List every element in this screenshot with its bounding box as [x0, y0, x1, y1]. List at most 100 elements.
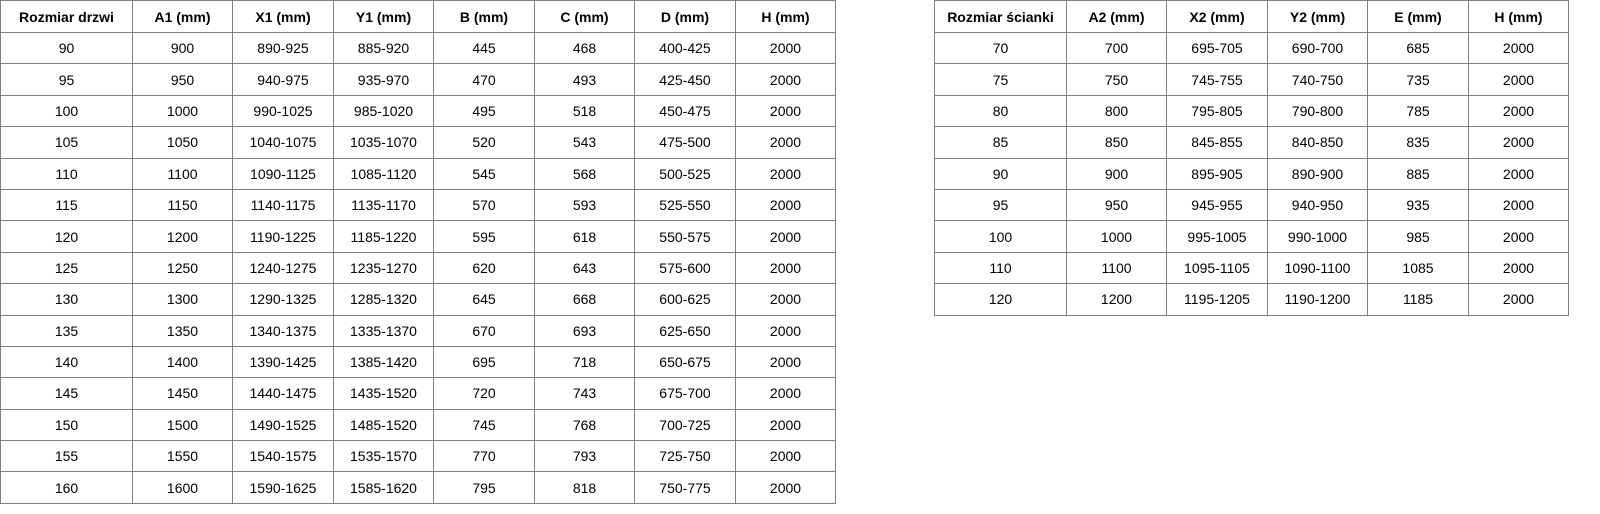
column-header: Y1 (mm)	[333, 0, 434, 33]
table-cell: 1000	[1066, 220, 1167, 253]
table-cell: 818	[534, 471, 635, 504]
table-cell: 1050	[132, 126, 233, 159]
table-cell: 70	[934, 31, 1067, 65]
table-cell: 595	[433, 220, 535, 253]
table-cell: 835	[1367, 126, 1469, 159]
column-header: B (mm)	[433, 0, 535, 33]
table-cell: 935-970	[333, 63, 434, 96]
table-cell: 1590-1625	[232, 471, 334, 504]
header-row: Rozmiar drzwi A1 (mm) X1 (mm) Y1 (mm) B (mm)…	[0, 0, 836, 33]
table-cell: 750	[1066, 63, 1167, 96]
table-cell: 1390-1425	[232, 345, 334, 379]
table-cell: 1490-1525	[232, 408, 334, 442]
table-row: 150 1500 1490-1525 1485-1520 745 768 700-725 20…	[0, 408, 836, 442]
table-cell: 720	[433, 377, 535, 410]
table-cell: 110	[0, 157, 133, 190]
table-cell: 545	[433, 157, 535, 190]
table-cell: 1190-1225	[232, 220, 334, 253]
table-row: 90 900 895-905 890-900 885 2000	[934, 157, 1569, 190]
table-cell: 1095-1105	[1166, 251, 1268, 285]
table-cell: 850	[1066, 126, 1167, 159]
table-cell: 620	[433, 251, 535, 285]
table-cell: 90	[934, 157, 1067, 190]
table-cell: 800	[1066, 94, 1167, 128]
table-cell: 950	[132, 63, 233, 96]
table-cell: 693	[534, 314, 635, 347]
table-cell: 743	[534, 377, 635, 410]
table-row: 110 1100 1095-1105 1090-1100 1085 2000	[934, 251, 1569, 285]
table-cell: 75	[934, 63, 1067, 96]
table-cell: 125	[0, 251, 133, 285]
table-cell: 885-920	[333, 31, 434, 65]
table-cell: 1040-1075	[232, 126, 334, 159]
table-cell: 90	[0, 31, 133, 65]
table-cell: 2000	[735, 188, 836, 222]
table-cell: 100	[934, 220, 1067, 253]
table-row: 100 1000 995-1005 990-1000 985 2000	[934, 220, 1569, 253]
table-cell: 1085	[1367, 251, 1469, 285]
table-cell: 2000	[1468, 126, 1569, 159]
table-cell: 2000	[735, 440, 836, 473]
table-cell: 2000	[1468, 31, 1569, 65]
table-cell: 120	[934, 283, 1067, 316]
table-row: 160 1600 1590-1625 1585-1620 795 818 750-775 20…	[0, 471, 836, 504]
table-cell: 745	[433, 408, 535, 442]
table-cell: 2000	[1468, 251, 1569, 285]
table-cell: 1290-1325	[232, 283, 334, 316]
table-cell: 1185-1220	[333, 220, 434, 253]
table-cell: 2000	[735, 126, 836, 159]
table-row: 120 1200 1195-1205 1190-1200 1185 2000	[934, 283, 1569, 316]
table-cell: 2000	[735, 251, 836, 285]
table-cell: 600-625	[634, 283, 736, 316]
table-cell: 845-855	[1166, 126, 1268, 159]
table-cell: 2000	[1468, 157, 1569, 190]
table-cell: 700	[1066, 31, 1167, 65]
table-cell: 645	[433, 283, 535, 316]
table-cell: 470	[433, 63, 535, 96]
table-cell: 1200	[132, 220, 233, 253]
table-cell: 1535-1570	[333, 440, 434, 473]
table-cell: 2000	[735, 377, 836, 410]
table-cell: 890-900	[1267, 157, 1368, 190]
table-cell: 80	[934, 94, 1067, 128]
table-cell: 2000	[1468, 63, 1569, 96]
table-row: 70 700 695-705 690-700 685 2000	[934, 31, 1569, 65]
table-cell: 885	[1367, 157, 1469, 190]
table-cell: 2000	[735, 220, 836, 253]
table-cell: 1435-1520	[333, 377, 434, 410]
wall-dimensions-table: Rozmiar ścianki A2 (mm) X2 (mm) Y2 (mm) E (m…	[934, 0, 1569, 316]
table-cell: 105	[0, 126, 133, 159]
table-cell: 500-525	[634, 157, 736, 190]
table-cell: 945-955	[1166, 188, 1268, 222]
table-cell: 768	[534, 408, 635, 442]
table-cell: 1090-1125	[232, 157, 334, 190]
table-cell: 1150	[132, 188, 233, 222]
column-header: H (mm)	[735, 0, 836, 33]
table-cell: 2000	[1468, 94, 1569, 128]
table-cell: 2000	[735, 471, 836, 504]
table-cell: 95	[934, 188, 1067, 222]
table-cell: 425-450	[634, 63, 736, 96]
column-header: C (mm)	[534, 0, 635, 33]
table-cell: 718	[534, 345, 635, 379]
table-cell: 770	[433, 440, 535, 473]
table-cell: 725-750	[634, 440, 736, 473]
table-row: 90 900 890-925 885-920 445 468 400-425 2000	[0, 31, 836, 65]
table-cell: 2000	[1468, 188, 1569, 222]
table-cell: 2000	[735, 94, 836, 128]
column-header: Y2 (mm)	[1267, 0, 1368, 33]
table-row: 155 1550 1540-1575 1535-1570 770 793 725-750 20…	[0, 440, 836, 473]
table-cell: 1190-1200	[1267, 283, 1368, 316]
column-header: X2 (mm)	[1166, 0, 1268, 33]
table-cell: 745-755	[1166, 63, 1268, 96]
table-cell: 990-1025	[232, 94, 334, 128]
table-cell: 1200	[1066, 283, 1167, 316]
table-cell: 520	[433, 126, 535, 159]
table-cell: 120	[0, 220, 133, 253]
table-cell: 735	[1367, 63, 1469, 96]
table-cell: 2000	[735, 63, 836, 96]
table-cell: 985	[1367, 220, 1469, 253]
table-cell: 2000	[735, 157, 836, 190]
table-cell: 1000	[132, 94, 233, 128]
table-cell: 115	[0, 188, 133, 222]
